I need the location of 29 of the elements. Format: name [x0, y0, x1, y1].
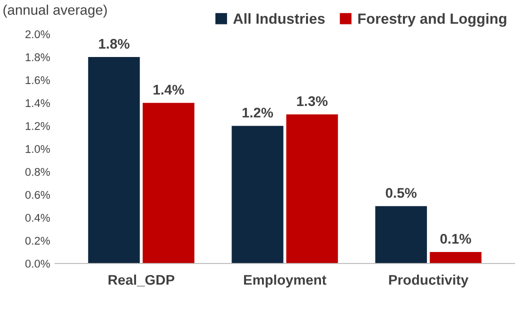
x-tick-label: Employment: [244, 274, 326, 288]
legend-label: All Industries: [233, 13, 325, 24]
data-label: 0.5%: [386, 188, 417, 198]
x-tick-label: Productivity: [389, 274, 468, 288]
text: (annual average): [3, 4, 107, 18]
y-tick-label: 1.2%: [26, 122, 50, 130]
legend-label: Forestry and Logging: [358, 13, 506, 27]
data-label: 1.2%: [242, 108, 273, 118]
bar: [232, 126, 284, 264]
y-tick-label: 0.6%: [25, 190, 50, 199]
bar: [88, 57, 140, 264]
y-tick-label: 0.0%: [25, 260, 50, 268]
data-label: 0.1%: [440, 234, 472, 244]
x-tick-label: Real_GDP: [108, 274, 174, 286]
y-tick-label: 0.2%: [25, 236, 50, 245]
data-label: 1.3%: [297, 96, 328, 106]
y-tick-label: 1.8%: [26, 53, 50, 62]
data-label: 1.4%: [154, 84, 184, 95]
data-label: 1.8%: [99, 38, 130, 49]
bar: [430, 252, 482, 264]
y-tick-label: 1.6%: [26, 76, 50, 84]
bar: [375, 206, 427, 264]
y-tick-label: 1.4%: [26, 99, 50, 108]
y-tick-label: 1.0%: [26, 145, 50, 153]
y-tick-label: 2.0%: [26, 30, 50, 38]
bar: [142, 102, 194, 264]
y-tick-label: 0.8%: [25, 168, 50, 176]
bar: [286, 114, 338, 264]
y-tick-label: 0.4%: [25, 214, 50, 222]
